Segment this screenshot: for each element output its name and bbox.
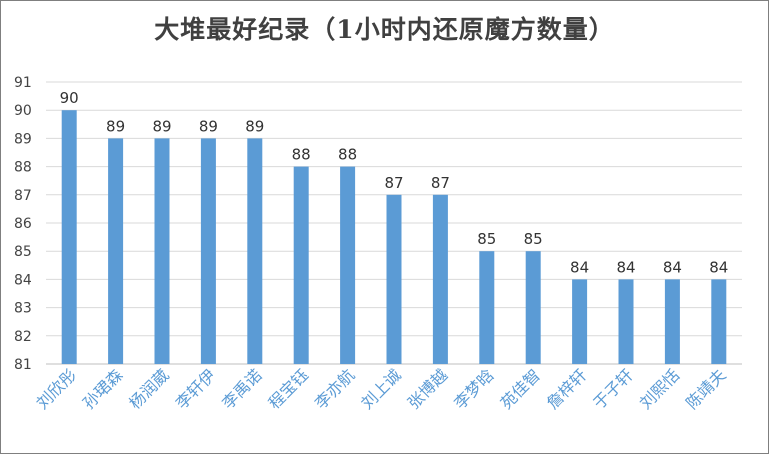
x-tick-label: 刘欣彤 <box>33 365 80 412</box>
data-label: 84 <box>663 258 682 276</box>
bar <box>572 279 588 364</box>
x-tick-label: 杨润葳 <box>125 365 172 412</box>
bar <box>664 279 680 364</box>
data-label: 84 <box>709 258 728 276</box>
bar <box>154 138 170 364</box>
y-tick-label: 86 <box>14 216 32 232</box>
y-tick-label: 90 <box>14 103 32 119</box>
data-label: 85 <box>477 230 496 248</box>
x-tick-label: 李梦晗 <box>450 365 497 412</box>
data-label: 89 <box>199 117 218 135</box>
bar <box>525 251 541 364</box>
x-tick-label: 苑佳智 <box>497 365 544 412</box>
bar <box>479 251 495 364</box>
data-label: 87 <box>384 174 403 192</box>
data-label: 84 <box>616 258 635 276</box>
bar <box>618 279 634 364</box>
data-label: 89 <box>152 117 171 135</box>
y-tick-label: 87 <box>14 188 32 204</box>
bar <box>247 138 263 364</box>
x-tick-label: 于子轩 <box>589 365 636 412</box>
data-label: 89 <box>245 117 264 135</box>
x-tick-label: 李亦航 <box>311 365 358 412</box>
y-tick-label: 81 <box>14 357 32 373</box>
x-tick-label: 刘熙恬 <box>636 365 683 412</box>
x-tick-label: 张博越 <box>404 365 451 412</box>
chart-title: 大堆最好纪录（1小时内还原魔方数量） <box>154 15 615 44</box>
bar <box>711 279 727 364</box>
bar <box>432 194 448 364</box>
x-tick-label: 詹梓轩 <box>543 365 590 412</box>
bar <box>200 138 216 364</box>
data-label: 89 <box>106 117 125 135</box>
x-tick-label: 李禹诺 <box>218 365 265 412</box>
y-tick-label: 89 <box>14 131 32 147</box>
data-label: 88 <box>292 146 311 164</box>
x-tick-label: 陈靖夫 <box>682 365 729 412</box>
bar <box>61 110 77 364</box>
data-label: 84 <box>570 258 589 276</box>
bar <box>108 138 124 364</box>
bar <box>293 166 309 364</box>
bar <box>340 166 356 364</box>
x-tick-label: 程宝钰 <box>265 365 312 412</box>
y-tick-label: 91 <box>14 75 32 91</box>
data-label: 87 <box>431 174 450 192</box>
bar <box>386 194 402 364</box>
x-tick-label: 刘上诚 <box>357 365 404 412</box>
x-tick-label: 孙珺森 <box>79 365 126 412</box>
x-tick-label: 李轩伊 <box>172 365 219 412</box>
y-tick-label: 83 <box>14 301 32 317</box>
data-label: 85 <box>524 230 543 248</box>
y-tick-label: 84 <box>14 272 32 288</box>
y-tick-label: 82 <box>14 329 32 345</box>
y-tick-label: 88 <box>14 160 32 176</box>
y-tick-label: 85 <box>14 244 32 260</box>
data-label: 88 <box>338 146 357 164</box>
data-label: 90 <box>60 89 79 107</box>
